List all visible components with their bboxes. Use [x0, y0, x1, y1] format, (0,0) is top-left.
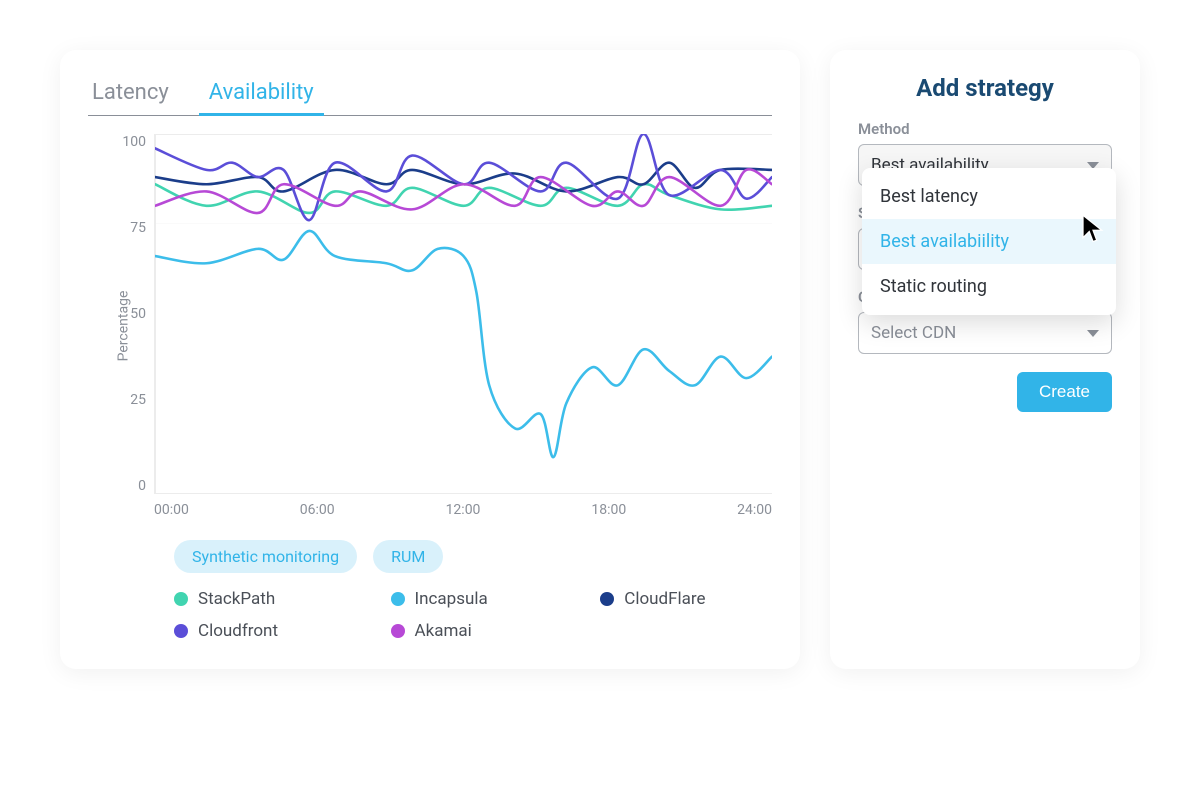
series-line [155, 184, 772, 213]
legend-item[interactable]: Incapsula [391, 589, 555, 609]
xtick: 18:00 [591, 502, 626, 518]
strategy-panel: Add strategy Method Best availability Be… [830, 50, 1140, 669]
legend-dot [174, 624, 188, 638]
legend-item[interactable]: Akamai [391, 621, 555, 641]
cdn-select[interactable]: Select CDN [858, 312, 1112, 354]
chart-card: Latency Availability Percentage 100 75 5… [60, 50, 800, 669]
method-label: Method [858, 120, 1112, 138]
legend-label: StackPath [198, 589, 275, 609]
y-axis-label-wrap: Percentage [88, 134, 114, 518]
filter-chips: Synthetic monitoring RUM [174, 540, 772, 573]
series-line [155, 231, 772, 457]
chip-rum[interactable]: RUM [373, 540, 443, 573]
legend-label: Incapsula [415, 589, 488, 609]
legend-label: Cloudfront [198, 621, 278, 641]
legend-dot [600, 592, 614, 606]
method-dropdown: Best latencyBest availabiilityStatic rou… [862, 168, 1116, 315]
chart-area: Percentage 100 75 50 25 0 00:00 [88, 134, 772, 518]
cursor-icon [1080, 214, 1106, 244]
legend-item[interactable]: Cloudfront [174, 621, 345, 641]
legend-dot [391, 592, 405, 606]
xtick: 00:00 [154, 502, 189, 518]
legend: StackPath Incapsula CloudFlare Cloudfront Ak… [174, 589, 772, 641]
method-option[interactable]: Best availabiility [862, 219, 1116, 264]
method-field: Method Best availability Best latencyBes… [858, 120, 1112, 186]
legend-item[interactable]: CloudFlare [600, 589, 772, 609]
x-axis-ticks: 00:00 06:00 12:00 18:00 24:00 [154, 502, 772, 518]
legend-label: CloudFlare [624, 589, 705, 609]
xtick: 06:00 [300, 502, 335, 518]
panel-title: Add strategy [858, 74, 1112, 102]
ytick: 100 [114, 134, 146, 150]
xtick: 12:00 [446, 502, 481, 518]
legend-label: Akamai [415, 621, 472, 641]
ytick: 0 [114, 478, 146, 494]
chip-synthetic-monitoring[interactable]: Synthetic monitoring [174, 540, 357, 573]
series-line [155, 163, 772, 192]
legend-item[interactable]: StackPath [174, 589, 345, 609]
create-button[interactable]: Create [1017, 372, 1112, 412]
method-option[interactable]: Best latency [862, 174, 1116, 219]
ytick: 25 [114, 392, 146, 408]
chevron-down-icon [1087, 330, 1099, 337]
cdn-select-placeholder: Select CDN [871, 323, 956, 343]
method-option[interactable]: Static routing [862, 264, 1116, 309]
tab-latency[interactable]: Latency [88, 74, 173, 115]
chart-plot [154, 134, 772, 494]
ytick: 75 [114, 220, 146, 236]
y-axis-label: Percentage [115, 291, 131, 362]
tabs: Latency Availability [88, 74, 772, 116]
xtick: 24:00 [737, 502, 772, 518]
tab-availability[interactable]: Availability [205, 74, 318, 115]
legend-dot [174, 592, 188, 606]
legend-dot [391, 624, 405, 638]
